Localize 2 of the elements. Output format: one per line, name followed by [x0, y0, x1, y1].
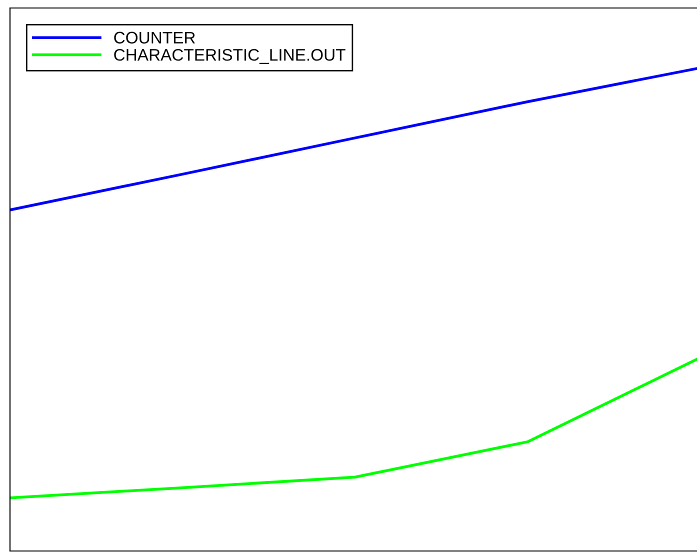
legend-label: COUNTER: [114, 32, 195, 44]
legend-label: CHARACTERISTIC_LINE.OUT: [114, 48, 346, 64]
